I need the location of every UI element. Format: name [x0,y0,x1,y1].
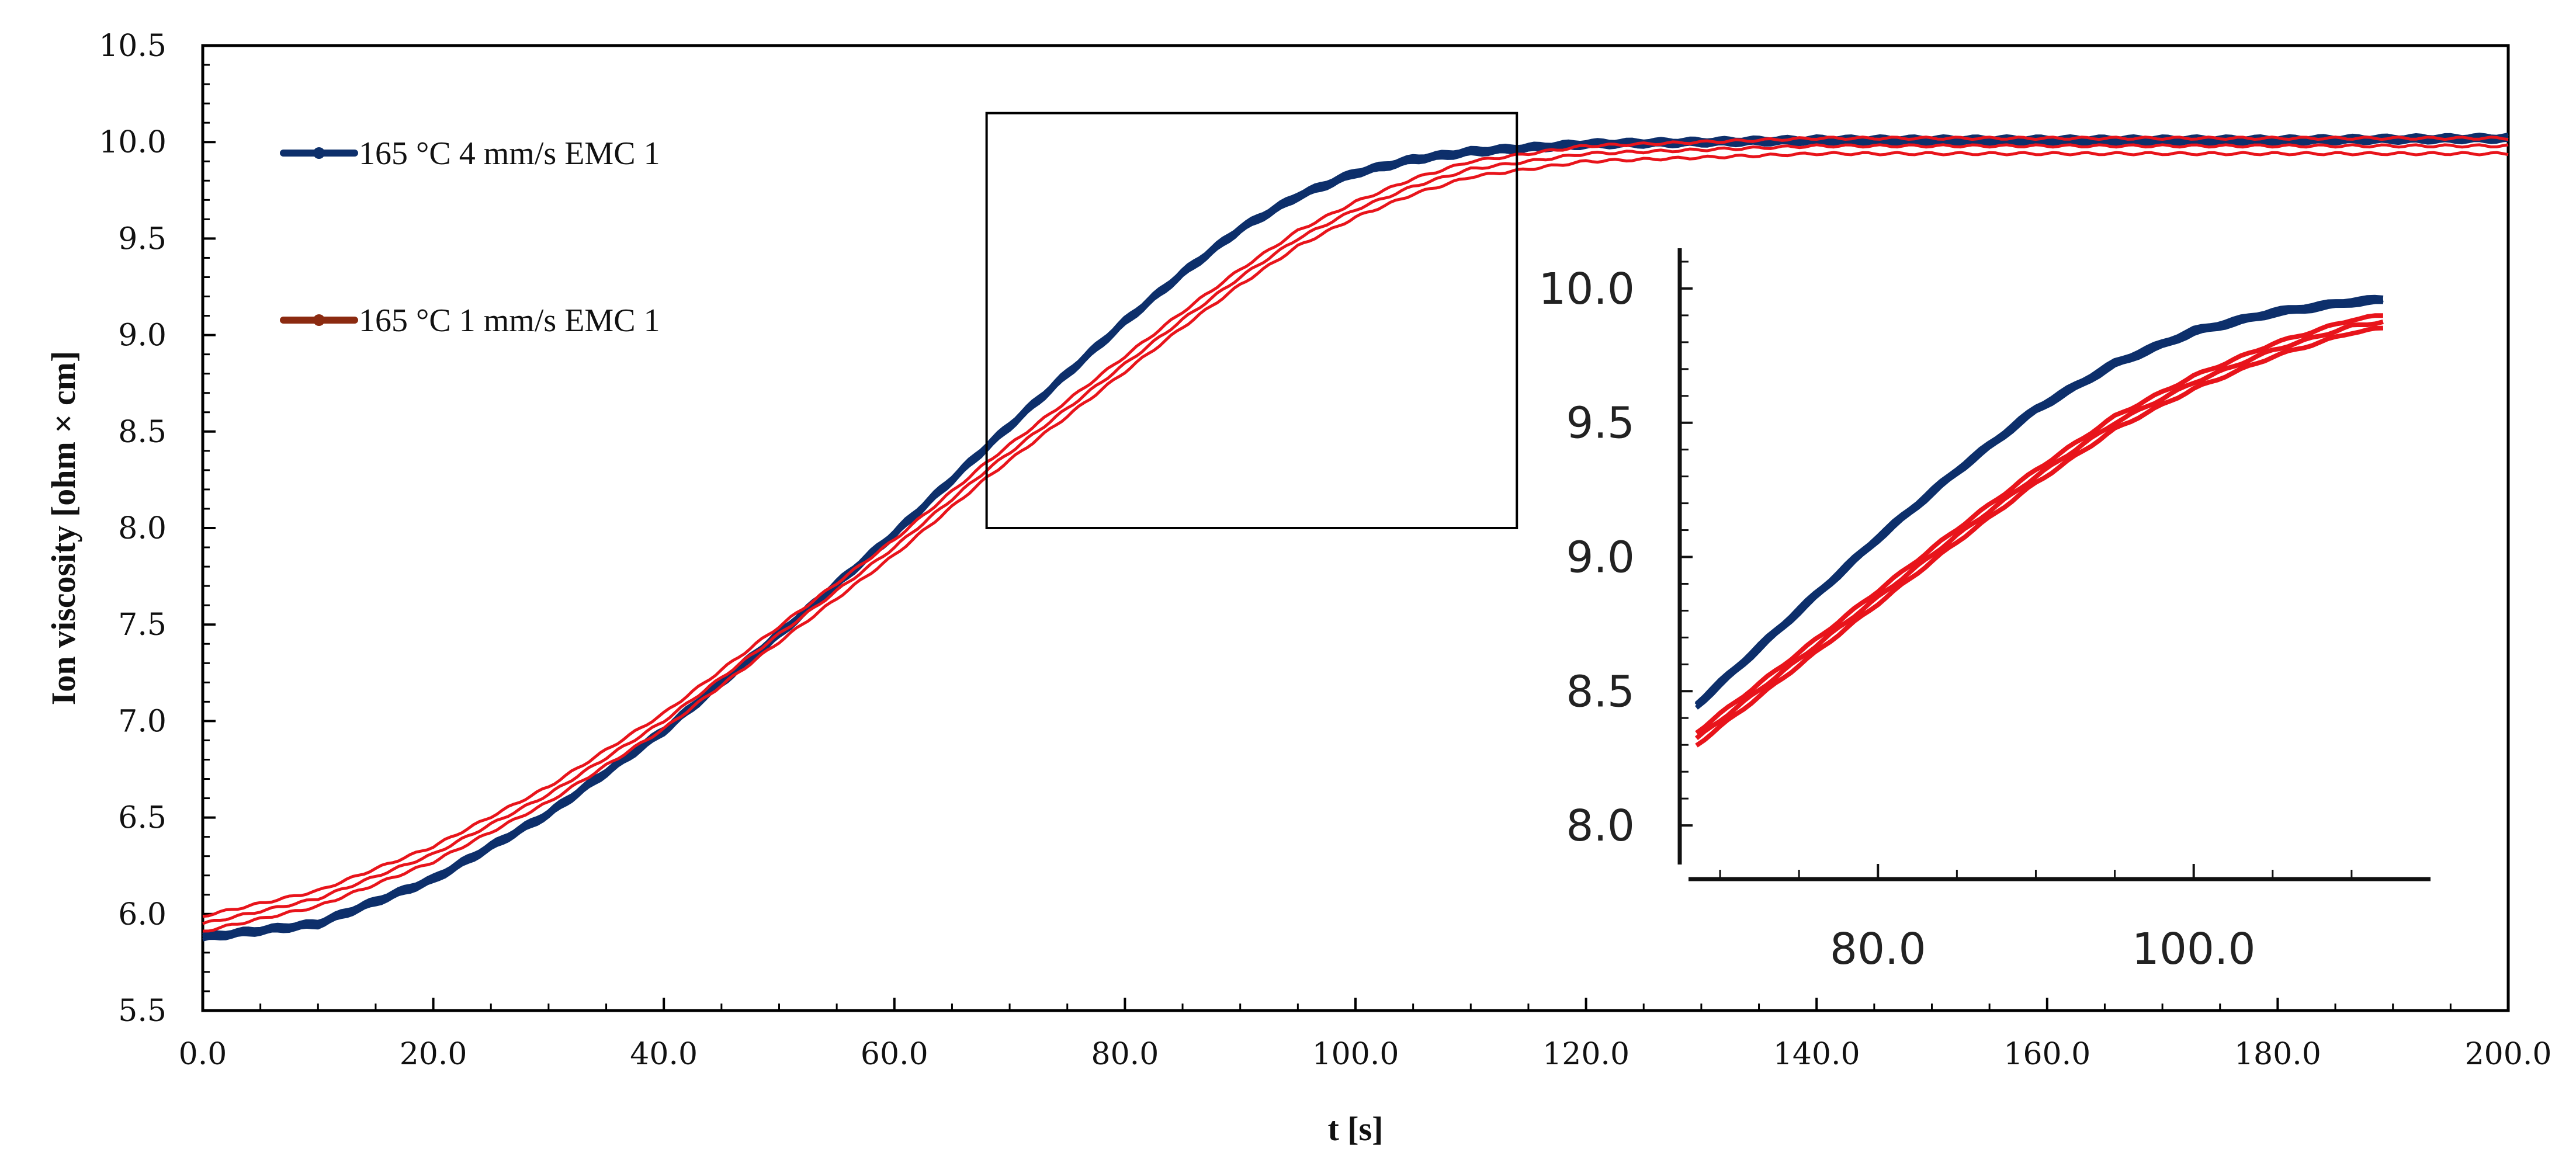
inset-y-tick-label: 9.0 [1566,533,1635,583]
series-line-2-run-2 [202,143,2509,925]
y-tick-label: 8.0 [118,511,167,546]
inset-y-tick-label: 8.5 [1566,666,1635,717]
y-tick-label: 10.5 [99,29,167,64]
inset-chart: 8.0 8.5 9.0 9.5 10.0 80.0 100.0 [1538,234,2448,974]
legend: 165 °C 4 mm/s EMC 1 165 °C 1 mm/s EMC 1 [280,136,660,339]
y-tick-label: 8.5 [118,415,167,450]
legend-marker-2 [313,314,325,326]
x-tick-label: 20.0 [400,1037,467,1072]
y-tick-label: 6.0 [118,897,167,932]
x-tick-label: 80.0 [1091,1037,1159,1072]
zoom-box [985,112,1518,529]
inset-y-tick-label: 8.0 [1566,801,1635,851]
x-tick-label: 180.0 [2234,1037,2321,1072]
inset-series-line-2-run-3 [1695,313,2383,735]
series-line-2-run-1 [202,151,2509,933]
series-line-1-run-1 [202,138,2509,942]
inset-x-tick-label: 100.0 [2132,924,2256,974]
y-axis-title: Ion viscosity [ohm × cm] [44,351,82,706]
zoom-rectangle [985,112,1518,529]
x-tick-label: 0.0 [179,1037,227,1072]
main-axes: 5.5 6.0 6.5 7.0 7.5 8.0 8.5 9.0 9.5 10.0 10.5 0.0 20… [44,29,2551,1148]
x-tick-label: 120.0 [1542,1037,1629,1072]
legend-label-2: 165 °C 1 mm/s EMC 1 [359,303,660,339]
y-tick-label: 7.5 [118,607,167,643]
y-tick-label: 7.0 [118,704,167,739]
y-tick-label: 10.0 [99,125,167,160]
legend-marker-1 [313,147,325,159]
inset-series-line-1-run-3 [1694,294,2384,706]
inset-y-tick-label: 9.5 [1566,398,1635,449]
y-tick-label: 9.0 [118,318,167,353]
x-tick-label: 160.0 [2003,1037,2090,1072]
x-axis-title: t [s] [1327,1110,1383,1148]
inset-series-line-2-run-1 [1695,325,2384,748]
x-tick-label: 40.0 [630,1037,698,1072]
series-line-2-run-3 [202,136,2509,918]
y-tick-label: 6.5 [118,801,167,836]
x-tick-label: 100.0 [1312,1037,1399,1072]
inset-y-tick-label: 10.0 [1538,264,1635,314]
series-line-1-run-2 [202,135,2509,939]
main-series [202,132,2509,942]
inset-background [1671,234,2448,905]
y-tick-label: 9.5 [118,221,167,256]
x-tick-label: 200.0 [2465,1037,2552,1072]
x-tick-label: 140.0 [1773,1037,1860,1072]
inset-series-line-2-run-2 [1694,320,2384,740]
x-tick-label: 60.0 [861,1037,928,1072]
inset-x-tick-label: 80.0 [1830,924,1926,974]
legend-label-1: 165 °C 4 mm/s EMC 1 [359,136,660,172]
y-tick-label: 5.5 [118,994,167,1029]
